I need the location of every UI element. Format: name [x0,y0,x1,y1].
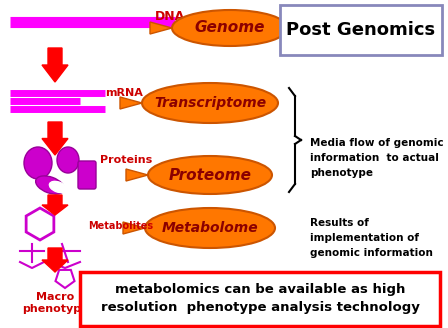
FancyArrow shape [42,122,68,155]
Polygon shape [150,22,172,34]
Text: DNA: DNA [155,10,185,23]
Polygon shape [120,97,142,109]
Text: mRNA: mRNA [105,88,143,98]
Text: Results of
implementation of
genomic information: Results of implementation of genomic inf… [310,218,433,257]
Ellipse shape [57,147,79,173]
Bar [280,5,442,55]
Text: Proteins: Proteins [100,155,152,165]
Text: Macro
phenotype: Macro phenotype [22,292,88,314]
FancyArrow shape [42,48,68,82]
Text: Transcriptome: Transcriptome [154,96,266,110]
Ellipse shape [36,176,65,194]
FancyArrow shape [42,195,68,215]
Text: metabolomics can be available as high
resolution  phenotype analysis technology: metabolomics can be available as high re… [100,283,419,315]
Ellipse shape [172,10,288,46]
Text: Media flow of genomic
information  to actual
phenotype: Media flow of genomic information to act… [310,138,444,177]
Bar [80,272,440,326]
Ellipse shape [24,147,52,179]
Text: Metabolome: Metabolome [162,221,258,235]
Text: Metabolites: Metabolites [88,221,153,231]
Ellipse shape [49,181,67,193]
Text: Proteome: Proteome [168,168,251,182]
Text: Genome: Genome [195,20,265,35]
Text: Post Genomics: Post Genomics [286,21,435,39]
Polygon shape [123,222,145,234]
Ellipse shape [148,156,272,194]
FancyBboxPatch shape [78,161,96,189]
Ellipse shape [142,83,278,123]
FancyArrow shape [42,248,68,272]
Ellipse shape [145,208,275,248]
Polygon shape [126,169,148,181]
